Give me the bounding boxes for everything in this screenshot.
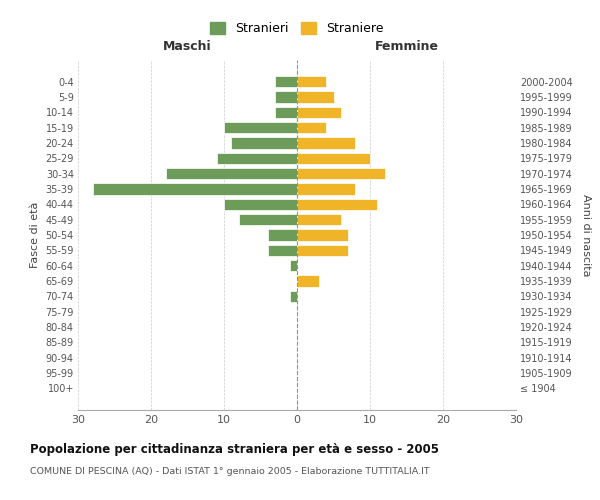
Bar: [268, 244, 297, 256]
Bar: [297, 91, 334, 102]
Bar: [232, 137, 297, 148]
Bar: [224, 122, 297, 134]
Text: Maschi: Maschi: [163, 40, 212, 53]
Bar: [297, 106, 341, 118]
Bar: [297, 137, 355, 148]
Bar: [268, 229, 297, 241]
Bar: [217, 152, 297, 164]
Bar: [290, 260, 297, 272]
Text: COMUNE DI PESCINA (AQ) - Dati ISTAT 1° gennaio 2005 - Elaborazione TUTTITALIA.IT: COMUNE DI PESCINA (AQ) - Dati ISTAT 1° g…: [30, 468, 430, 476]
Bar: [297, 276, 319, 287]
Bar: [297, 168, 385, 179]
Legend: Stranieri, Straniere: Stranieri, Straniere: [205, 18, 389, 40]
Bar: [166, 168, 297, 179]
Bar: [297, 122, 326, 134]
Bar: [275, 76, 297, 88]
Text: Femmine: Femmine: [374, 40, 439, 53]
Bar: [297, 183, 355, 194]
Bar: [290, 290, 297, 302]
Bar: [297, 198, 377, 210]
Text: Popolazione per cittadinanza straniera per età e sesso - 2005: Popolazione per cittadinanza straniera p…: [30, 442, 439, 456]
Y-axis label: Anni di nascita: Anni di nascita: [581, 194, 592, 276]
Bar: [297, 244, 348, 256]
Y-axis label: Fasce di età: Fasce di età: [30, 202, 40, 268]
Bar: [297, 229, 348, 241]
Bar: [92, 183, 297, 194]
Bar: [239, 214, 297, 226]
Bar: [275, 91, 297, 102]
Bar: [275, 106, 297, 118]
Bar: [224, 198, 297, 210]
Bar: [297, 152, 370, 164]
Bar: [297, 76, 326, 88]
Bar: [297, 214, 341, 226]
